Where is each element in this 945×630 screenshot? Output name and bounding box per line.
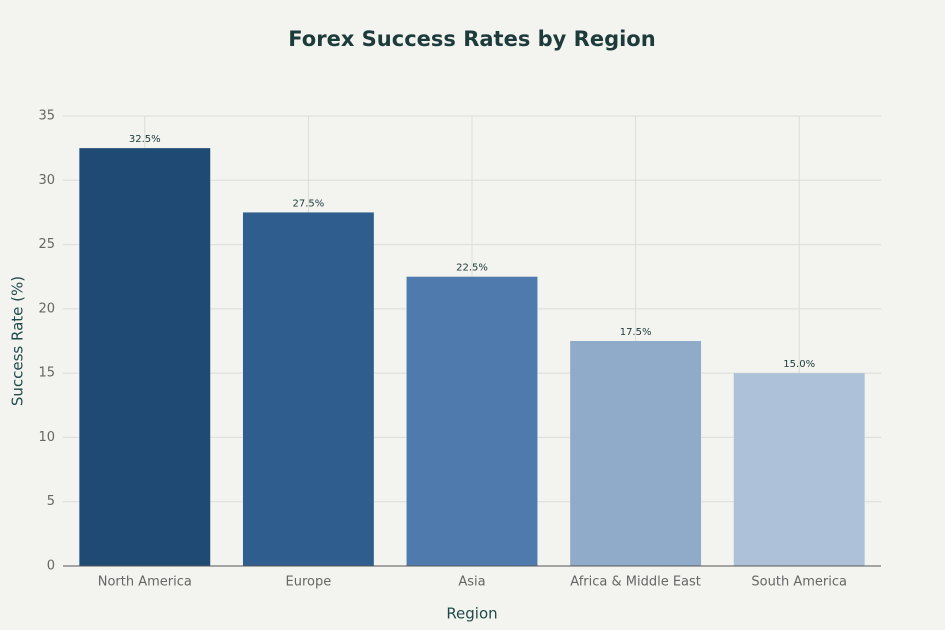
bar	[733, 373, 865, 566]
y-tick-label: 15	[38, 366, 55, 381]
y-axis-title: Success Rate (%)	[9, 276, 27, 406]
data-label: 15.0%	[783, 359, 815, 370]
x-tick-label: Asia	[458, 575, 485, 590]
x-tick-label: Europe	[286, 575, 332, 590]
y-tick-label: 0	[47, 559, 55, 574]
x-tick-label: Africa & Middle East	[570, 575, 701, 590]
y-tick-label: 20	[38, 301, 55, 316]
y-tick-label: 10	[38, 430, 55, 445]
x-tick-label: South America	[751, 575, 847, 590]
bar	[79, 148, 211, 566]
bar	[242, 212, 374, 566]
x-axis-title: Region	[446, 605, 497, 623]
y-tick-label: 25	[38, 237, 55, 252]
data-label: 32.5%	[129, 134, 161, 145]
y-tick-label: 35	[38, 109, 55, 124]
data-label: 17.5%	[620, 327, 652, 338]
bar	[570, 341, 702, 566]
y-tick-label: 5	[47, 494, 55, 509]
x-tick-label: North America	[98, 575, 192, 590]
data-label: 22.5%	[456, 263, 488, 274]
chart-title: Forex Success Rates by Region	[288, 27, 655, 51]
bar	[406, 276, 538, 566]
data-label: 27.5%	[293, 198, 325, 209]
y-tick-label: 30	[38, 173, 55, 188]
